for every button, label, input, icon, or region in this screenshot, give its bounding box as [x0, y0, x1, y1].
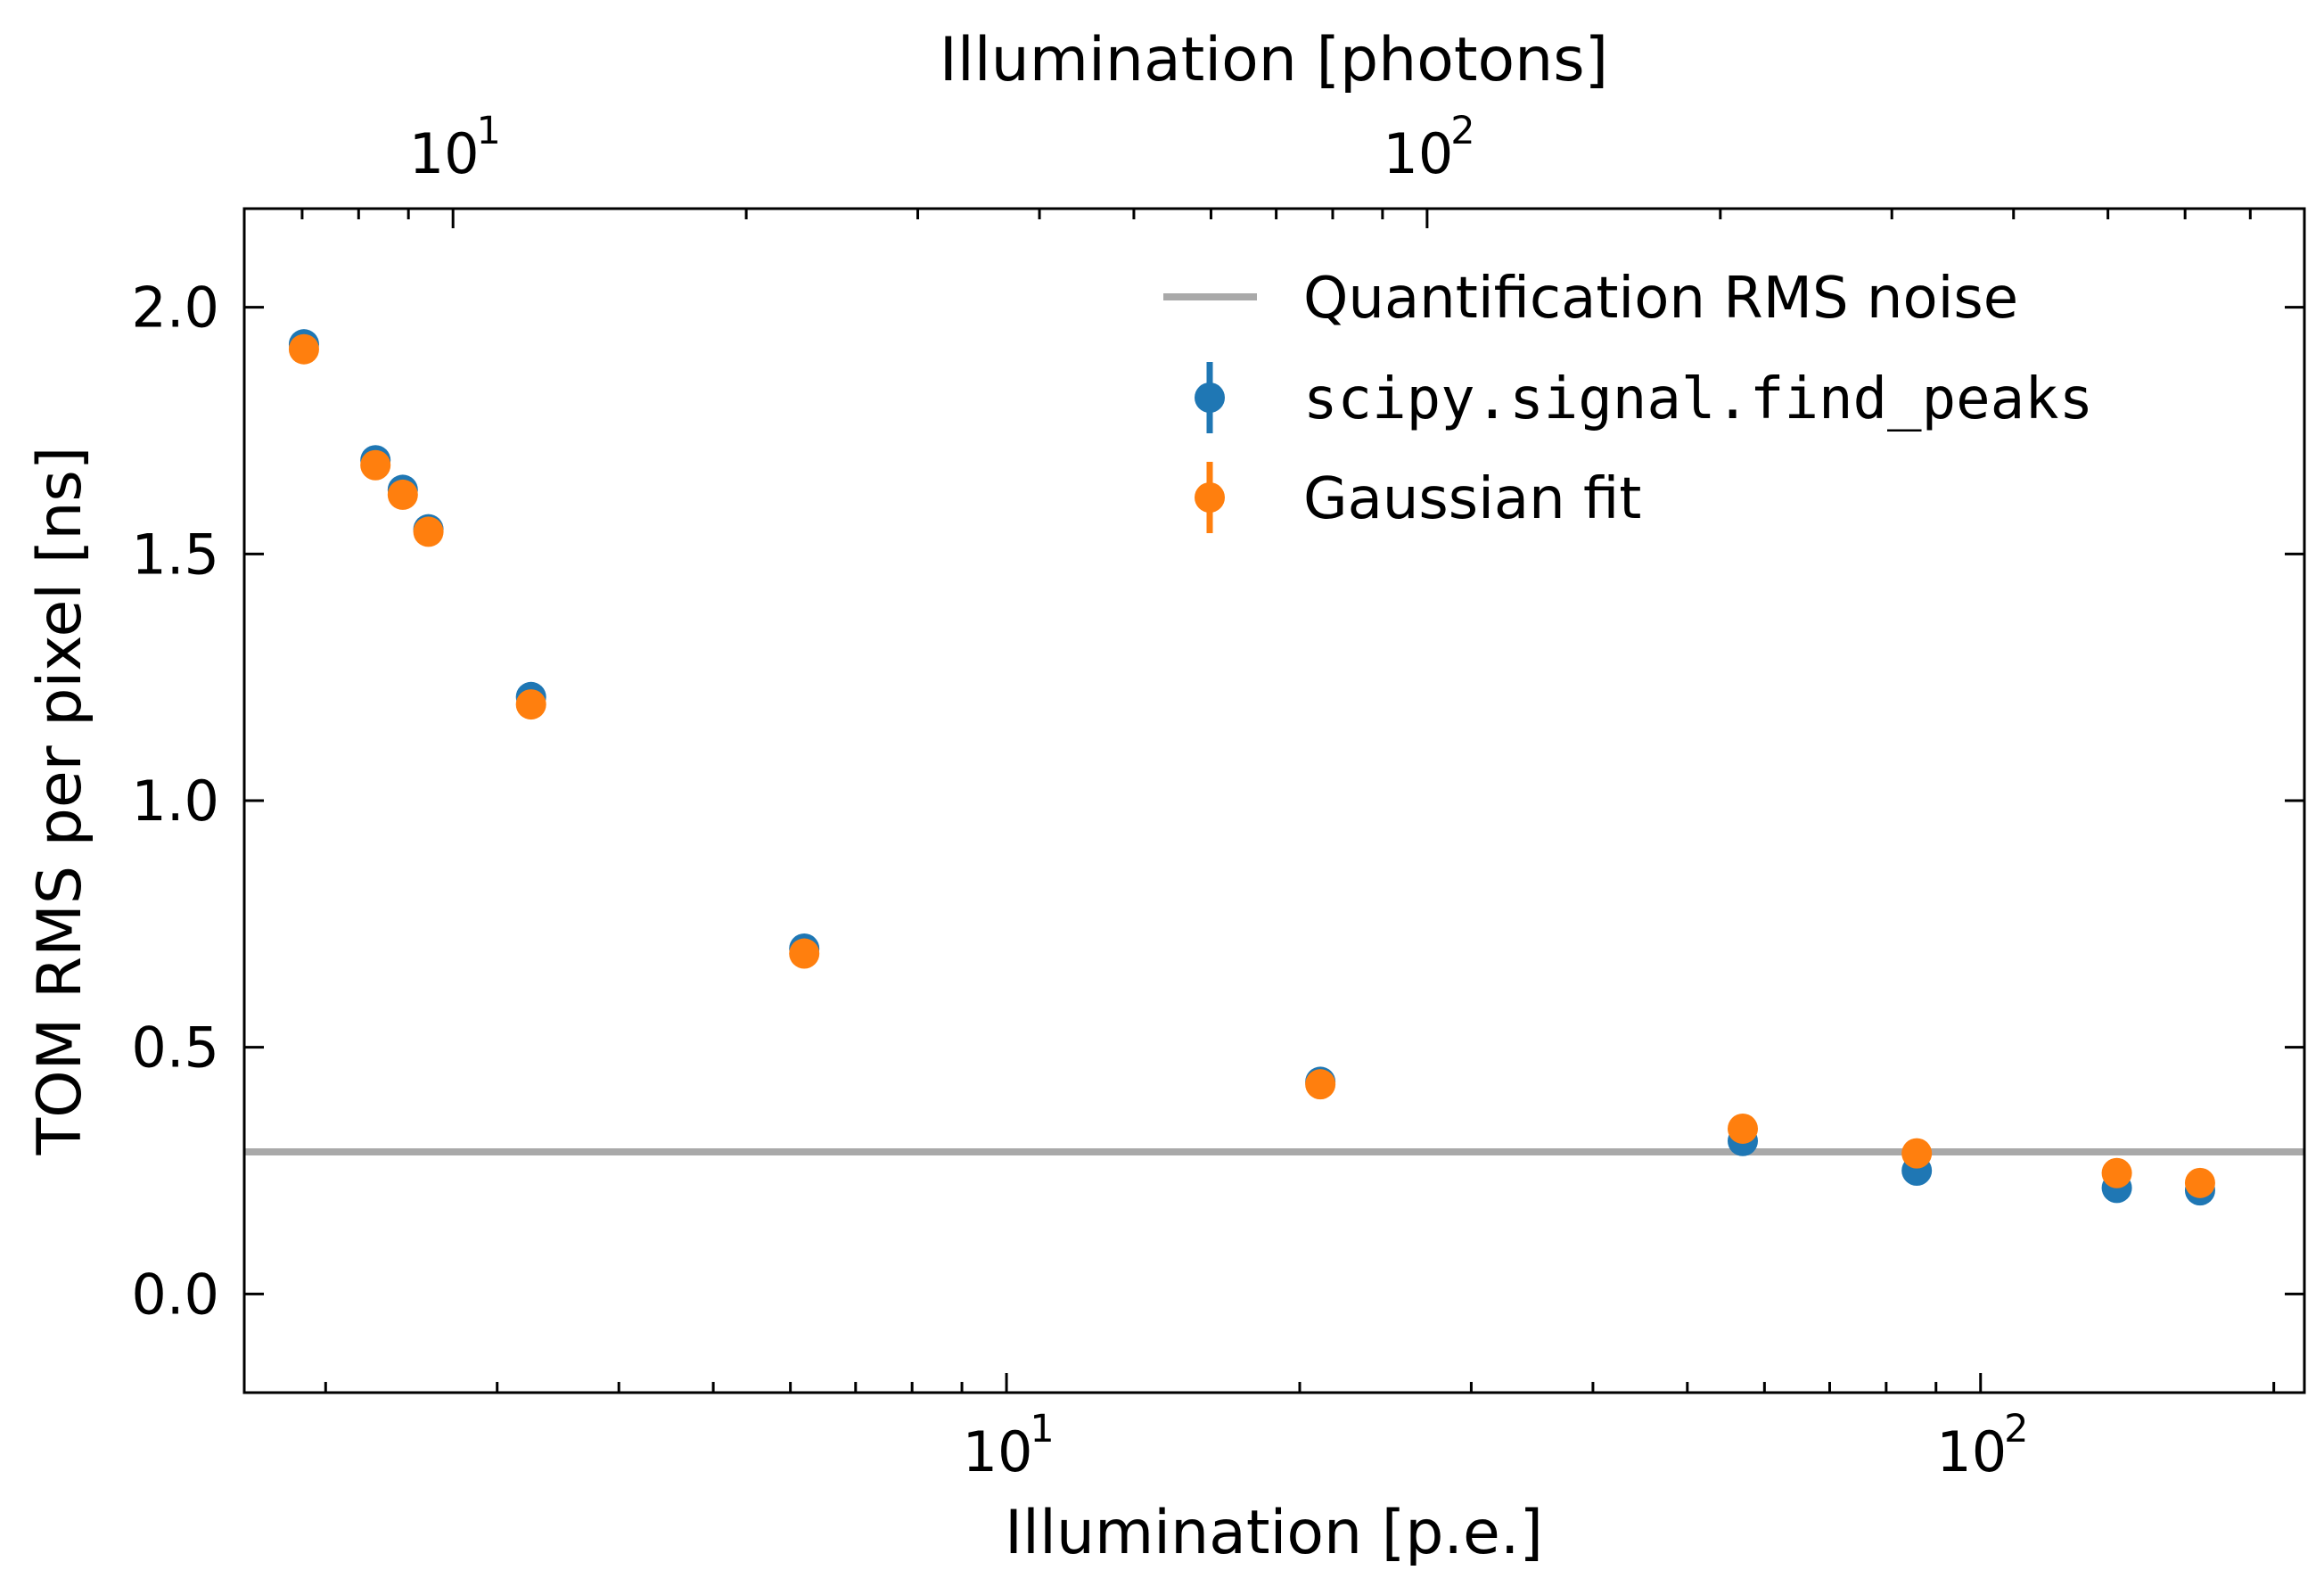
y-axis-label: TOM RMS per pixel [ns]: [25, 447, 95, 1156]
top-tick-exponent: 1: [477, 109, 501, 153]
legend-marker-find-peaks: [1195, 382, 1225, 413]
gaussian-fit-point: [515, 689, 546, 720]
y-tick-label: 0.0: [131, 1262, 219, 1327]
legend-label-noise: Quantification RMS noise: [1303, 266, 2018, 332]
gaussian-fit-point: [413, 516, 444, 547]
gaussian-fit-point: [360, 449, 391, 481]
legend: Quantification RMS noise scipy.signal.fi…: [1163, 266, 2093, 533]
x-axis-label: Illumination [p.e.]: [1005, 1498, 1543, 1568]
x-tick-exponent: 2: [2004, 1407, 2028, 1451]
gaussian-fit-point: [789, 938, 820, 969]
top-tick-exponent: 2: [1450, 109, 1474, 153]
gaussian-fit-point: [2101, 1157, 2132, 1188]
y-tick-label: 0.5: [131, 1015, 219, 1081]
top-axis-label: Illumination [photons]: [940, 25, 1608, 95]
gaussian-fit-point: [288, 333, 319, 365]
y-tick-label: 2.0: [131, 275, 219, 341]
top-tick-label: 10: [1383, 121, 1453, 186]
y-tick-label: 1.0: [131, 769, 219, 834]
x-tick-label: 10: [1936, 1419, 2007, 1484]
y-tick-label: 1.5: [131, 522, 219, 587]
legend-marker-gaussian: [1195, 482, 1225, 513]
gaussian-fit-point: [387, 479, 418, 510]
gaussian-fit-point: [2184, 1167, 2215, 1198]
legend-label-find-peaks: scipy.signal.find_peaks: [1303, 366, 2093, 432]
gaussian-fit-point: [1901, 1138, 1933, 1169]
x-tick-exponent: 1: [1030, 1407, 1054, 1451]
legend-label-gaussian: Gaussian fit: [1303, 466, 1641, 532]
gaussian-fit-point: [1305, 1069, 1336, 1100]
x-tick-label: 10: [963, 1419, 1033, 1484]
top-tick-label: 10: [409, 121, 480, 186]
plot-area: [244, 209, 2304, 1393]
gaussian-fit-point: [1727, 1113, 1758, 1144]
